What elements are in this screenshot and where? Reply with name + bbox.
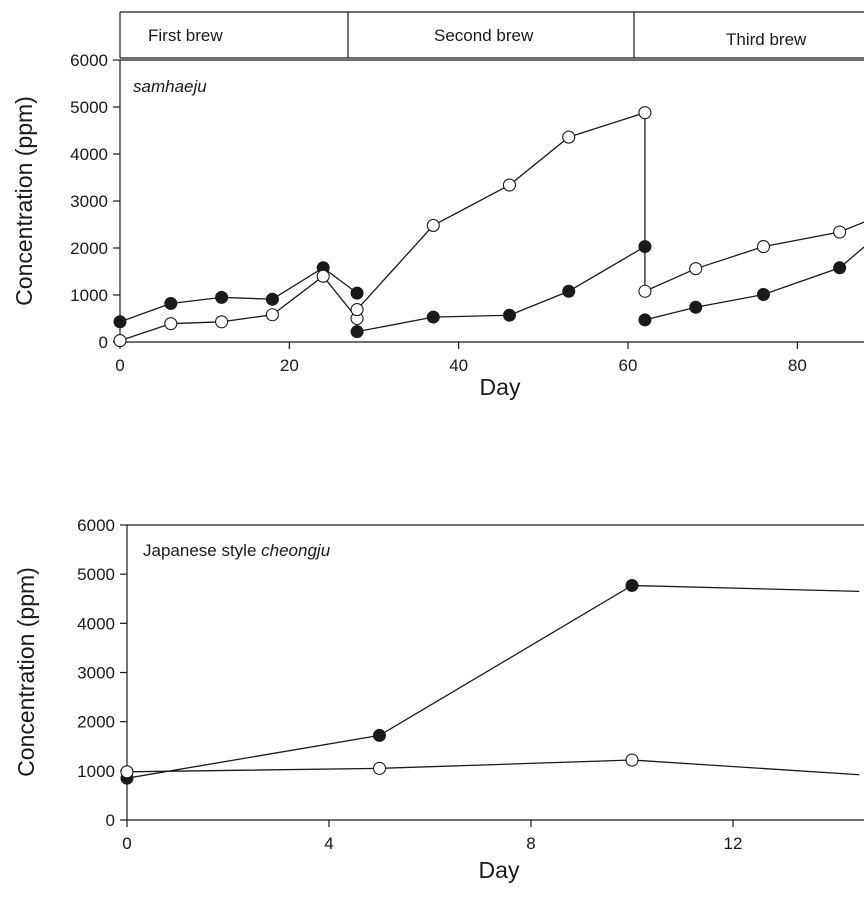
data-point bbox=[756, 240, 771, 254]
series-line bbox=[644, 246, 864, 321]
x-tick-label: 80 bbox=[788, 356, 807, 375]
data-point bbox=[562, 130, 576, 144]
x-tick-label: 4 bbox=[324, 834, 333, 853]
series-line bbox=[126, 759, 860, 776]
data-point bbox=[265, 308, 279, 322]
y-tick-label: 3000 bbox=[77, 664, 115, 683]
annotation-plain: Japanese style bbox=[143, 541, 261, 560]
data-point bbox=[316, 269, 330, 283]
series-line bbox=[126, 584, 860, 779]
brew-label-second: Second brew bbox=[434, 26, 534, 45]
data-point bbox=[215, 315, 229, 329]
x-axis-title: Day bbox=[480, 374, 521, 400]
data-point bbox=[625, 578, 639, 592]
y-tick-label: 2000 bbox=[77, 713, 115, 732]
data-point bbox=[350, 303, 364, 317]
y-tick-label: 6000 bbox=[77, 516, 115, 535]
series-open-points bbox=[120, 753, 639, 779]
data-point bbox=[164, 296, 178, 310]
data-point bbox=[833, 225, 847, 239]
cheongju-chart: 0 1000 2000 3000 4000 5000 6000 0 4 8 12 Japanese… bbox=[13, 516, 864, 883]
y-tick-label: 1000 bbox=[77, 762, 115, 781]
data-point bbox=[373, 728, 386, 742]
data-point bbox=[350, 286, 364, 300]
y-tick-label: 4000 bbox=[77, 614, 115, 633]
data-point bbox=[638, 284, 652, 298]
series-filled-points bbox=[120, 578, 639, 785]
y-tick-label: 0 bbox=[106, 811, 115, 830]
series-line bbox=[356, 111, 646, 311]
data-point bbox=[502, 308, 516, 322]
series-filled-points bbox=[113, 240, 847, 339]
y-tick-label: 6000 bbox=[70, 51, 108, 70]
x-tick-label: 20 bbox=[280, 356, 299, 375]
data-point bbox=[562, 284, 576, 298]
data-point bbox=[350, 325, 364, 339]
x-tick-label: 12 bbox=[724, 834, 743, 853]
data-point bbox=[638, 106, 652, 120]
y-ticks: 0 1000 2000 3000 4000 5000 6000 bbox=[70, 51, 120, 352]
series-line bbox=[119, 266, 358, 323]
samhaeju-chart: First brew Second brew Third brew 0 1000 2… bbox=[11, 11, 864, 400]
x-tick-label: 40 bbox=[449, 356, 468, 375]
y-ticks: 0 1000 2000 3000 4000 5000 6000 bbox=[77, 516, 127, 830]
x-ticks: 0 4 8 12 bbox=[122, 820, 742, 853]
x-tick-label: 8 bbox=[526, 834, 535, 853]
data-point bbox=[113, 334, 127, 348]
data-point bbox=[502, 178, 517, 192]
panel-annotation: Japanese style cheongju bbox=[143, 541, 331, 560]
data-point bbox=[756, 288, 770, 302]
y-tick-label: 0 bbox=[99, 333, 108, 352]
x-tick-label: 0 bbox=[115, 356, 124, 375]
data-point bbox=[120, 765, 134, 779]
series-filled-markers bbox=[119, 246, 864, 333]
y-axis-title: Concentration (ppm) bbox=[11, 96, 37, 306]
y-tick-label: 5000 bbox=[70, 98, 108, 117]
y-tick-label: 2000 bbox=[70, 239, 108, 258]
data-point bbox=[833, 261, 847, 275]
x-tick-label: 0 bbox=[122, 834, 131, 853]
brew-header: First brew Second brew Third brew bbox=[119, 11, 864, 59]
series-line bbox=[356, 246, 646, 333]
x-tick-label: 60 bbox=[619, 356, 638, 375]
data-point bbox=[265, 292, 279, 306]
x-axis-title: Day bbox=[479, 857, 520, 883]
y-axis-title: Concentration (ppm) bbox=[13, 567, 39, 777]
data-point bbox=[426, 310, 440, 324]
y-tick-label: 3000 bbox=[70, 192, 108, 211]
brew-label-third: Third brew bbox=[726, 30, 807, 49]
data-point bbox=[372, 761, 387, 775]
data-point bbox=[625, 753, 639, 767]
data-point bbox=[638, 313, 652, 327]
data-point bbox=[638, 240, 652, 254]
annotation-italic: cheongju bbox=[261, 541, 331, 560]
data-point bbox=[215, 290, 229, 304]
data-point bbox=[164, 317, 178, 331]
series-line bbox=[119, 275, 358, 342]
series-filled-markers bbox=[126, 584, 860, 779]
y-tick-label: 1000 bbox=[70, 286, 108, 305]
series-line bbox=[644, 221, 864, 292]
data-point bbox=[426, 218, 440, 232]
data-point bbox=[113, 315, 127, 329]
series-open-markers bbox=[126, 759, 860, 776]
x-ticks: 0 20 40 60 80 bbox=[115, 342, 807, 375]
y-tick-label: 4000 bbox=[70, 145, 108, 164]
series-group bbox=[113, 106, 864, 348]
panel-annotation: samhaeju bbox=[133, 77, 207, 96]
series-open-markers bbox=[119, 111, 864, 342]
y-tick-label: 5000 bbox=[77, 565, 115, 584]
series-group bbox=[120, 578, 860, 785]
data-point bbox=[689, 300, 703, 314]
brew-label-first: First brew bbox=[148, 26, 223, 45]
series-open-points bbox=[113, 106, 847, 348]
annotation-italic: samhaeju bbox=[133, 77, 207, 96]
data-point bbox=[689, 262, 703, 276]
